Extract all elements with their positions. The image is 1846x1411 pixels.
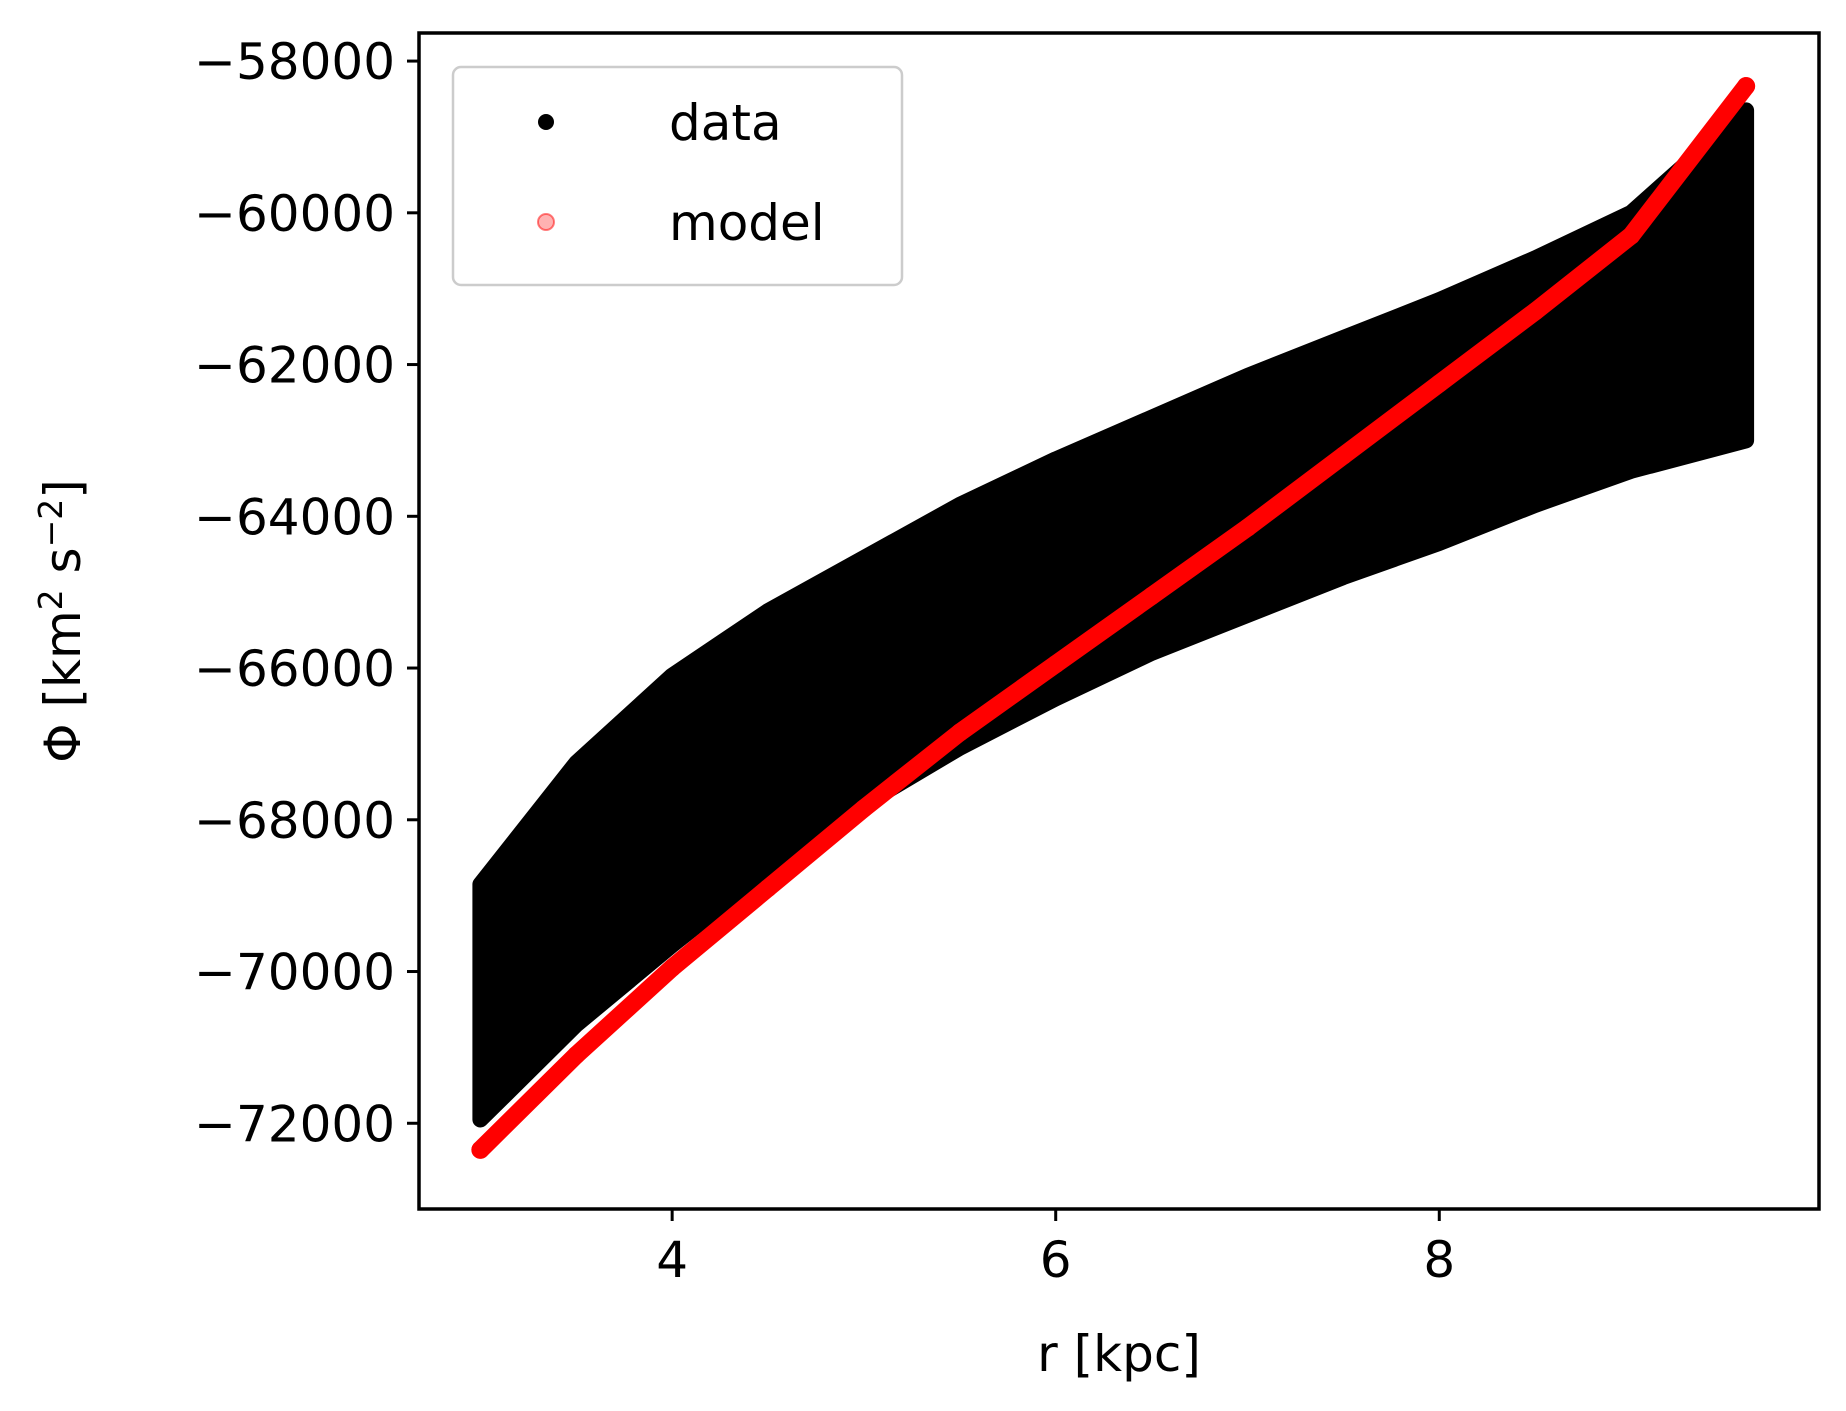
model-point xyxy=(950,723,969,742)
y-tick-label: −66000 xyxy=(194,640,395,698)
legend-marker-model xyxy=(537,213,555,231)
y-axis-ticks: −72000 −70000 −68000 −66000 −64000 −62000 −600… xyxy=(194,33,419,1153)
series-model-line xyxy=(471,77,1756,1159)
y-tick-label: −72000 xyxy=(194,1095,395,1153)
legend: data model xyxy=(451,65,904,287)
x-tick-label: 4 xyxy=(656,1231,688,1289)
plot-frame xyxy=(417,31,1821,1211)
legend-frame xyxy=(451,65,904,287)
y-axis-label-base: Φ [km xyxy=(34,610,92,762)
y-tick-label: −62000 xyxy=(194,337,395,395)
y-axis-label-sup1: 2 xyxy=(31,589,70,610)
model-point xyxy=(1238,518,1257,537)
y-axis-label-end: ] xyxy=(34,479,92,499)
model-point xyxy=(663,958,682,977)
model-point xyxy=(471,1140,490,1159)
y-tick-label: −70000 xyxy=(194,944,395,1002)
model-point xyxy=(1046,655,1065,674)
y-axis-label: Φ [km2 s−2] xyxy=(31,479,92,763)
model-point xyxy=(1142,587,1161,605)
model-point xyxy=(1430,374,1449,393)
x-tick-label: 8 xyxy=(1423,1231,1455,1289)
y-tick-label: −58000 xyxy=(194,33,395,91)
model-point xyxy=(1737,77,1756,96)
y-axis-label-mid: s xyxy=(34,547,92,589)
y-tick-label: −68000 xyxy=(194,792,395,850)
model-point xyxy=(1622,226,1641,245)
y-tick-label: −60000 xyxy=(194,185,395,243)
model-point xyxy=(1334,446,1353,465)
data-layer xyxy=(471,77,1756,1159)
x-tick-label: 6 xyxy=(1040,1231,1072,1289)
y-axis-label-sup2: −2 xyxy=(31,499,70,548)
legend-label-model: model xyxy=(669,194,825,252)
legend-marker-data xyxy=(538,114,554,130)
legend-label-data: data xyxy=(669,94,782,152)
y-tick-label: −64000 xyxy=(194,488,395,546)
model-point xyxy=(1526,302,1545,321)
model-point xyxy=(854,799,873,818)
x-axis-ticks: 4 6 8 xyxy=(656,1209,1455,1289)
x-axis-label: r [kpc] xyxy=(1037,1325,1201,1383)
model-point xyxy=(759,879,777,898)
model-point xyxy=(567,1046,586,1064)
